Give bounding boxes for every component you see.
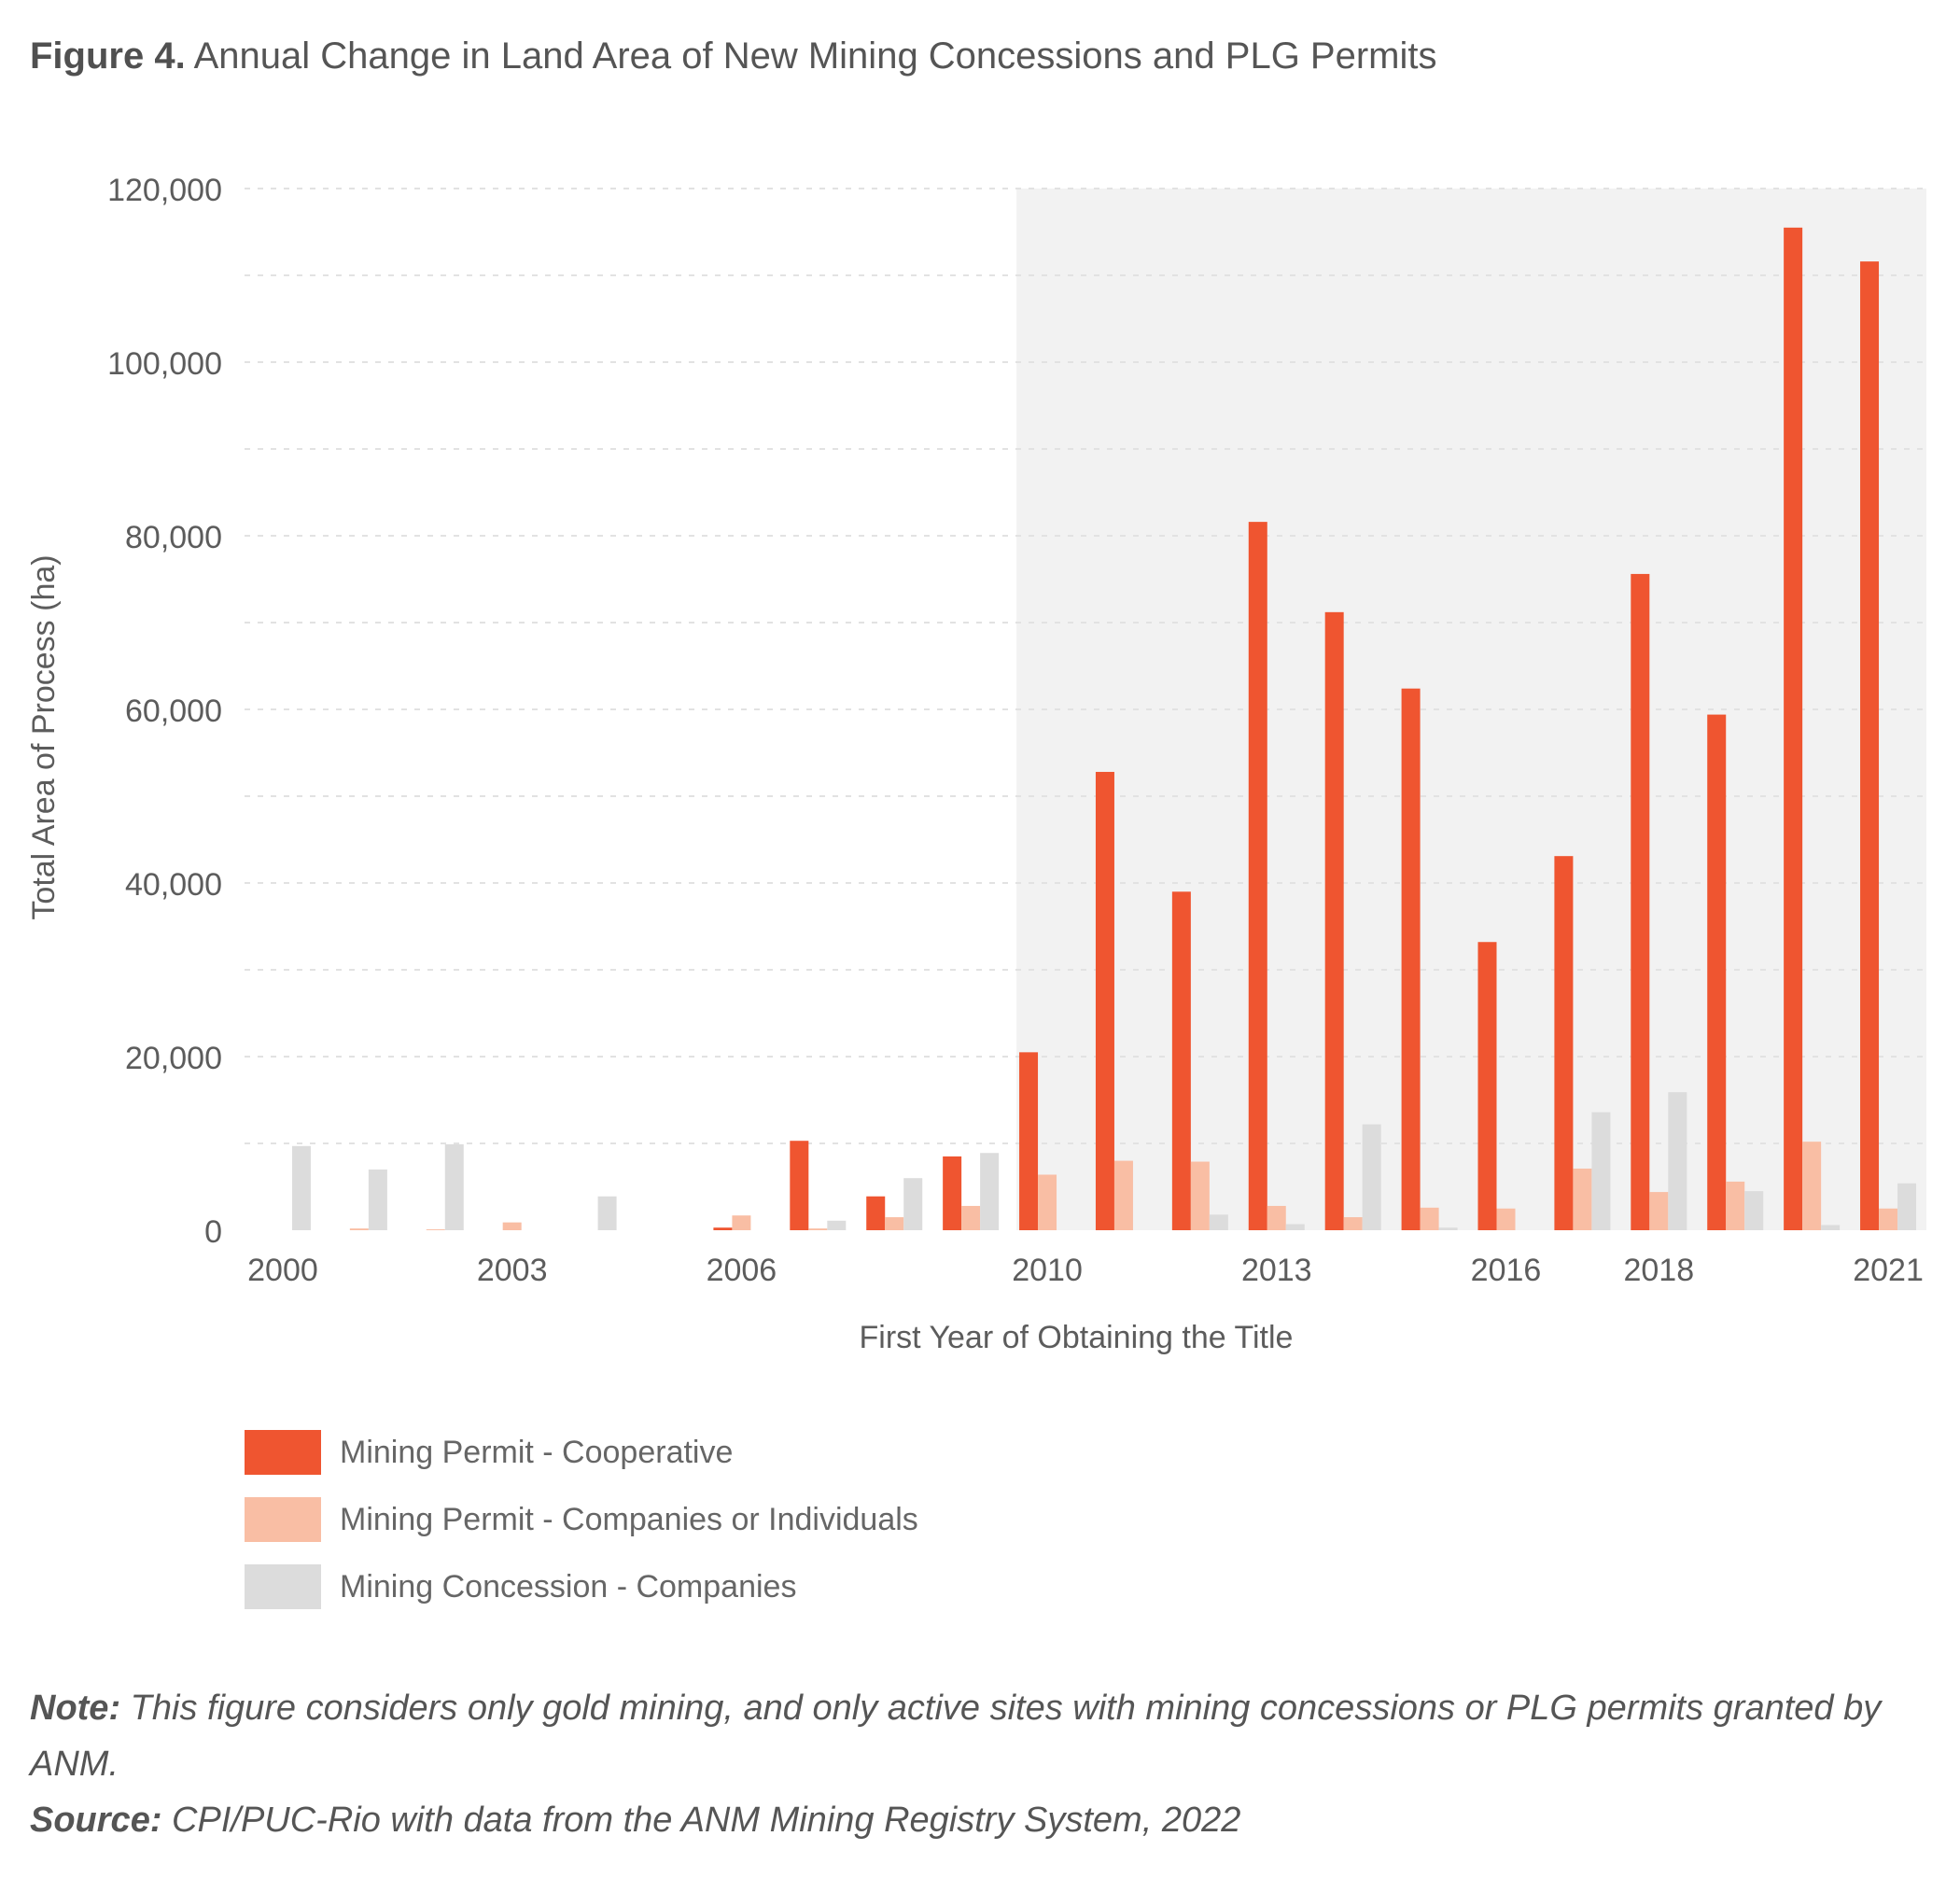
bar-chart: 0 20,000 40,000 60,000 80,000 100,000 120,000 2…: [26, 173, 1926, 1355]
bar: [790, 1141, 809, 1230]
bar: [885, 1217, 904, 1230]
note: Note: This figure considers only gold mi…: [30, 1680, 1934, 1792]
x-tick-label: 2010: [1012, 1253, 1083, 1288]
bar: [808, 1228, 828, 1230]
bar: [1438, 1227, 1458, 1230]
bar: [368, 1169, 387, 1230]
bar: [1343, 1217, 1363, 1230]
x-tick-label: 2016: [1471, 1253, 1542, 1288]
y-tick-label: 80,000: [125, 520, 222, 555]
bar: [1649, 1192, 1669, 1230]
x-tick-label: 2021: [1853, 1253, 1924, 1288]
legend-label: Mining Concession - Companies: [340, 1568, 797, 1605]
notes: Note: This figure considers only gold mi…: [30, 1680, 1934, 1848]
bar: [980, 1153, 1000, 1230]
bar: [597, 1196, 617, 1230]
bar: [1038, 1174, 1057, 1230]
legend-swatch: [245, 1430, 321, 1475]
y-tick-label: 20,000: [125, 1041, 222, 1076]
bar: [1668, 1092, 1687, 1230]
x-tick-label: 2006: [707, 1253, 777, 1288]
bar: [1821, 1225, 1841, 1230]
legend-item-companies-or-individuals: Mining Permit - Companies or Individuals: [245, 1495, 918, 1544]
y-tick-label: 120,000: [107, 173, 222, 208]
x-tick-label: 2013: [1241, 1253, 1312, 1288]
legend-label: Mining Permit - Cooperative: [340, 1434, 734, 1470]
bar: [866, 1196, 886, 1230]
bar: [1573, 1168, 1592, 1230]
bar: [827, 1220, 847, 1230]
y-axis-title: Total Area of Process (ha): [26, 554, 62, 919]
source: Source: CPI/PUC-Rio with data from the A…: [30, 1792, 1934, 1848]
bar: [1744, 1191, 1764, 1230]
source-text: CPI/PUC-Rio with data from the ANM Minin…: [161, 1801, 1241, 1840]
bar: [1401, 688, 1421, 1230]
bar: [1591, 1112, 1611, 1230]
bar: [713, 1227, 733, 1230]
figure-title: Figure 4. Annual Change in Land Area of …: [30, 35, 1436, 77]
bar: [1248, 522, 1267, 1230]
bar: [1860, 261, 1880, 1230]
bar: [1707, 714, 1727, 1230]
bar: [502, 1222, 522, 1230]
x-tick-label: 2003: [477, 1253, 548, 1288]
figure-title-text: Annual Change in Land Area of New Mining…: [193, 35, 1437, 77]
bar: [943, 1156, 962, 1230]
note-label: Note:: [30, 1689, 121, 1728]
y-tick-label: 0: [204, 1214, 222, 1250]
source-label: Source:: [30, 1801, 162, 1840]
bar: [1190, 1161, 1210, 1230]
bar: [1554, 856, 1574, 1230]
figure-label: Figure 4.: [30, 35, 186, 77]
bar: [1209, 1214, 1228, 1230]
bar: [444, 1143, 464, 1230]
bar: [1285, 1224, 1305, 1230]
legend-item-cooperative: Mining Permit - Cooperative: [245, 1428, 918, 1477]
bar: [961, 1205, 981, 1230]
bar: [1267, 1205, 1286, 1230]
bar: [1897, 1183, 1917, 1230]
bar: [1420, 1207, 1439, 1230]
bar: [349, 1228, 369, 1230]
bar: [1095, 771, 1114, 1230]
legend-swatch: [245, 1564, 321, 1609]
bar: [732, 1215, 751, 1230]
bar: [903, 1178, 923, 1230]
x-axis-title: First Year of Obtaining the Title: [860, 1320, 1294, 1355]
bar: [1496, 1208, 1516, 1230]
legend-item-concession: Mining Concession - Companies: [245, 1563, 918, 1611]
bar: [426, 1229, 445, 1230]
bar: [1879, 1208, 1898, 1230]
bar: [1019, 1052, 1039, 1230]
bar: [1324, 611, 1344, 1230]
bar: [1171, 891, 1191, 1230]
x-tick-label: 2018: [1623, 1253, 1694, 1288]
bar: [1726, 1181, 1745, 1230]
bar: [1362, 1124, 1381, 1230]
x-tick-label: 2000: [247, 1253, 318, 1288]
legend: Mining Permit - Cooperative Mining Permi…: [245, 1428, 918, 1630]
legend-swatch: [245, 1497, 321, 1542]
bar: [291, 1145, 311, 1230]
bar: [1631, 573, 1650, 1230]
y-tick-label: 100,000: [107, 346, 222, 382]
note-text: This figure considers only gold mining, …: [30, 1689, 1882, 1784]
y-tick-label: 40,000: [125, 867, 222, 903]
y-tick-label: 60,000: [125, 694, 222, 729]
bar: [1784, 227, 1803, 1231]
legend-label: Mining Permit - Companies or Individuals: [340, 1501, 918, 1537]
bar: [1477, 942, 1497, 1230]
bar: [1802, 1142, 1822, 1230]
bar: [1113, 1160, 1133, 1230]
